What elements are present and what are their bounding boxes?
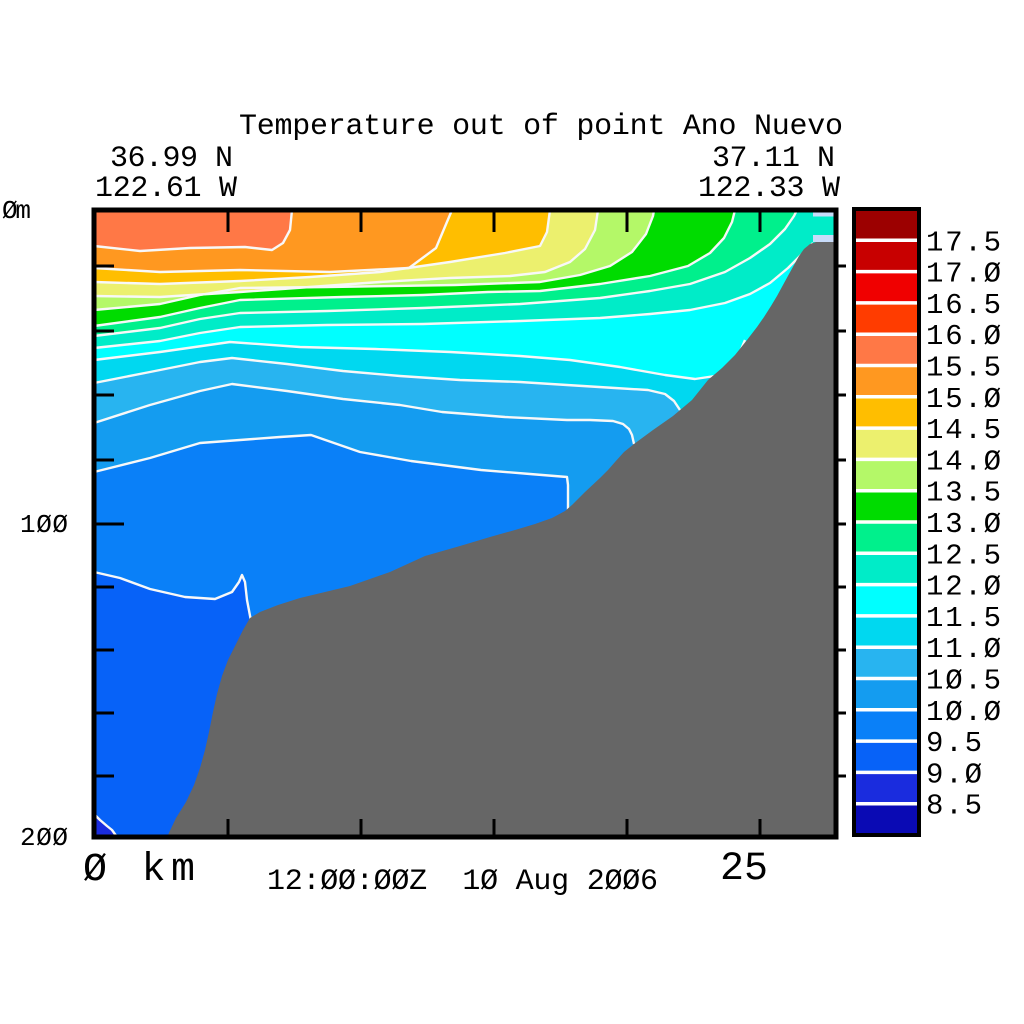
svg-text:17.5: 17.5: [926, 226, 1001, 259]
svg-text:25: 25: [720, 847, 768, 892]
svg-text:9.5: 9.5: [926, 727, 982, 760]
svg-text:15.Ø: 15.Ø: [926, 383, 1001, 416]
svg-text:36.99 N: 36.99 N: [110, 142, 233, 176]
svg-text:11.Ø: 11.Ø: [926, 633, 1001, 666]
svg-text:8.5: 8.5: [926, 790, 982, 823]
svg-text:1ØØ: 1ØØ: [20, 510, 68, 540]
svg-text:2ØØ: 2ØØ: [20, 823, 68, 853]
svg-text:1Ø.Ø: 1Ø.Ø: [926, 696, 1001, 729]
svg-text:9.Ø: 9.Ø: [926, 758, 982, 791]
svg-text:12.5: 12.5: [926, 539, 1001, 572]
svg-text:Temperature out of point Ano N: Temperature out of point Ano Nuevo: [239, 110, 843, 144]
svg-text:1Ø.5: 1Ø.5: [926, 665, 1001, 698]
svg-text:16.5: 16.5: [926, 289, 1001, 322]
svg-text:11.5: 11.5: [926, 602, 1001, 635]
svg-text:17.Ø: 17.Ø: [926, 258, 1001, 291]
svg-text:14.Ø: 14.Ø: [926, 445, 1001, 478]
svg-text:122.33 W: 122.33 W: [698, 172, 840, 206]
svg-text:122.61 W: 122.61 W: [95, 172, 237, 206]
svg-text:12.Ø: 12.Ø: [926, 571, 1001, 604]
svg-text:37.11 N: 37.11 N: [712, 142, 835, 176]
svg-text:16.Ø: 16.Ø: [926, 320, 1001, 353]
svg-text:13.Ø: 13.Ø: [926, 508, 1001, 541]
svg-text:14.5: 14.5: [926, 414, 1001, 447]
svg-text:15.5: 15.5: [926, 352, 1001, 385]
svg-text:Øm: Øm: [2, 196, 31, 226]
svg-text:13.5: 13.5: [926, 477, 1001, 510]
svg-text:12:ØØ:ØØZ 1Ø Aug 2ØØ6: 12:ØØ:ØØZ 1Ø Aug 2ØØ6: [267, 865, 658, 899]
